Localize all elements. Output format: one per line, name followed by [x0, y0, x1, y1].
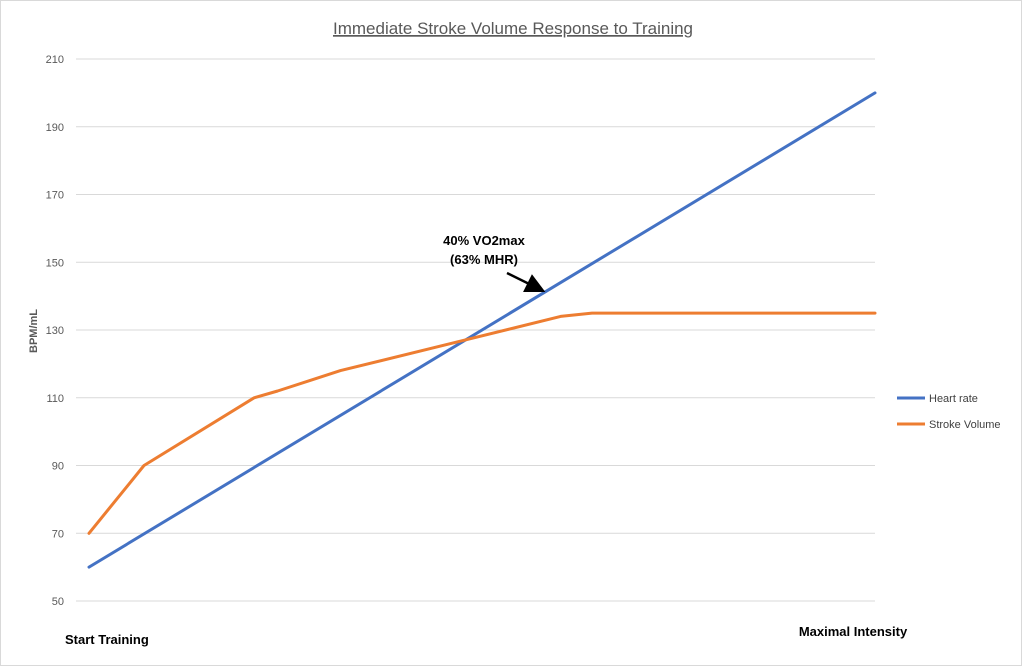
- y-tick-label: 110: [46, 393, 64, 405]
- y-axis-label: BPM/mL: [28, 309, 40, 353]
- series-line-stroke-volume: [87, 311, 877, 535]
- annotation-arrow: [506, 271, 546, 293]
- y-tick-label: 50: [52, 596, 64, 608]
- y-tick-label: 90: [52, 461, 64, 473]
- y-tick-label: 170: [46, 190, 64, 202]
- gridlines: [76, 58, 875, 602]
- x-start-label: Start Training: [65, 632, 149, 647]
- series-lines: [87, 91, 877, 569]
- series-line-heart-rate: [87, 91, 877, 569]
- legend-label: Stroke Volume: [929, 419, 1001, 431]
- annotation-line-2: (63% MHR): [450, 252, 518, 267]
- legend: Heart rate Stroke Volume: [897, 393, 1001, 431]
- x-end-label: Maximal Intensity: [799, 624, 908, 639]
- y-tick-label: 150: [46, 257, 64, 269]
- chart-title: Immediate Stroke Volume Response to Trai…: [333, 19, 693, 38]
- y-tick-label: 70: [52, 528, 64, 540]
- y-tick-label: 210: [46, 54, 64, 66]
- annotation: 40% VO2max (63% MHR): [443, 233, 546, 293]
- y-tick-label: 130: [46, 325, 64, 337]
- annotation-line-1: 40% VO2max: [443, 233, 525, 248]
- y-tick-label: 190: [46, 122, 64, 134]
- y-tick-labels: 50 70 90 110 130 150 170 190 210: [46, 54, 64, 608]
- legend-label: Heart rate: [929, 393, 978, 405]
